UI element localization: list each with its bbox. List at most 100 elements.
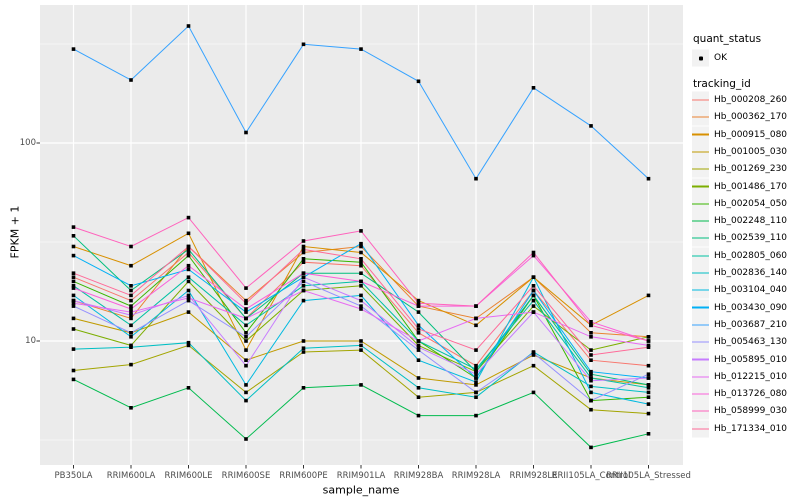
- data-point: [71, 234, 76, 238]
- x-tick-label: RRIM901LA: [336, 471, 386, 481]
- data-point: [71, 244, 76, 249]
- legend-line-icon: [692, 255, 709, 257]
- data-point: [71, 275, 76, 279]
- data-point: [244, 390, 248, 395]
- legend-key-ok: [692, 49, 709, 67]
- data-point: [244, 363, 248, 368]
- data-point: [589, 398, 593, 403]
- data-point: [416, 376, 421, 380]
- data-point: [531, 284, 536, 288]
- legend-item-label: Hb_002054_050: [714, 198, 788, 209]
- data-point: [589, 320, 593, 324]
- data-point: [186, 24, 191, 28]
- data-point: [416, 413, 421, 418]
- data-point: [301, 350, 306, 354]
- data-point: [359, 304, 363, 308]
- data-point: [301, 279, 306, 284]
- data-point: [359, 343, 363, 348]
- data-point: [589, 445, 593, 450]
- data-point: [186, 288, 191, 293]
- legend-key-Hb_058999_030: [692, 402, 709, 420]
- data-point: [129, 263, 133, 268]
- legend-line-icon: [692, 289, 709, 291]
- data-point: [301, 346, 306, 350]
- legend-item-label: Hb_000362_170: [714, 112, 788, 123]
- data-point: [186, 247, 191, 252]
- data-point: [71, 368, 76, 373]
- data-point: [71, 347, 76, 351]
- data-point: [589, 348, 593, 352]
- data-point: [186, 293, 191, 298]
- data-point: [416, 339, 421, 343]
- data-point: [129, 307, 133, 311]
- data-point: [589, 331, 593, 335]
- legend-key-Hb_003104_040: [692, 281, 709, 299]
- legend-line-icon: [692, 220, 709, 222]
- data-point: [244, 316, 248, 321]
- legend-line-icon: [692, 151, 709, 153]
- data-point: [301, 239, 306, 243]
- data-point: [646, 293, 651, 298]
- data-point: [416, 348, 421, 352]
- x-tick-label: RRIM600LA: [106, 471, 156, 481]
- x-tick-label: RRIM928BA: [393, 471, 444, 481]
- data-point: [71, 298, 76, 303]
- data-point: [589, 358, 593, 362]
- legend-key-Hb_002054_050: [692, 195, 709, 213]
- data-point: [359, 257, 363, 261]
- legend-key-Hb_002805_060: [692, 247, 709, 265]
- data-point: [646, 432, 651, 436]
- data-point: [474, 372, 478, 376]
- data-point: [359, 263, 363, 268]
- data-point: [301, 250, 306, 255]
- data-point: [244, 301, 248, 306]
- legend-line-icon: [692, 428, 709, 430]
- data-point: [359, 229, 363, 233]
- legend-key-Hb_005463_130: [692, 333, 709, 351]
- data-point: [129, 335, 133, 339]
- data-point: [646, 372, 651, 376]
- data-point: [186, 275, 191, 279]
- legend-item-label: Hb_000208_260: [714, 95, 788, 105]
- data-point: [589, 376, 593, 380]
- data-point: [244, 331, 248, 335]
- data-point: [359, 348, 363, 352]
- data-point: [71, 225, 76, 229]
- data-point: [244, 348, 248, 352]
- legend-line-icon: [692, 306, 709, 309]
- legend-key-Hb_002248_110: [692, 212, 709, 230]
- data-point: [129, 284, 133, 288]
- legend-item-label: Hb_003430_090: [714, 302, 788, 313]
- data-point: [589, 378, 593, 383]
- y-axis-title: FPKM + 1: [8, 205, 22, 259]
- data-point: [589, 124, 593, 128]
- data-point: [474, 348, 478, 352]
- data-point: [129, 331, 133, 335]
- axis-ticks: [36, 142, 649, 469]
- data-point: [244, 335, 248, 339]
- data-point: [244, 383, 248, 387]
- legend-item-label: Hb_005463_130: [714, 337, 788, 348]
- data-point: [186, 215, 191, 220]
- data-point: [301, 260, 306, 264]
- legend-item-label: Hb_002248_110: [714, 216, 788, 227]
- data-point: [129, 313, 133, 317]
- data-point: [129, 244, 133, 249]
- data-point: [301, 275, 306, 279]
- data-point: [244, 339, 248, 343]
- legend-line-icon: [692, 410, 709, 412]
- data-point: [359, 383, 363, 387]
- data-point: [416, 386, 421, 390]
- data-point: [71, 327, 76, 331]
- legend-line-icon: [692, 272, 709, 274]
- legend-key-Hb_001269_230: [692, 160, 709, 178]
- data-point: [646, 176, 651, 181]
- legend-item-label: Hb_003687_210: [714, 319, 788, 330]
- legend-item-label: Hb_001005_030: [714, 146, 788, 157]
- data-point: [71, 304, 76, 308]
- data-point: [416, 323, 421, 328]
- ok-point-icon: [698, 56, 703, 60]
- data-point: [531, 253, 536, 258]
- data-point: [244, 307, 248, 311]
- data-point: [301, 386, 306, 390]
